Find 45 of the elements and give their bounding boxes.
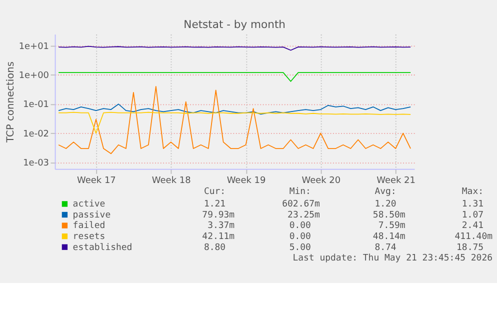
legend-label: failed <box>72 221 106 232</box>
text: 1.20 <box>374 200 396 210</box>
text: Max: <box>462 187 484 198</box>
text: 1.21 <box>204 200 226 210</box>
text: 8.74 <box>374 242 396 253</box>
text: 602.67m <box>282 200 320 210</box>
y-tick-label: 1e-03 <box>23 158 49 169</box>
text: 2.41 <box>462 221 484 232</box>
line-series <box>58 86 412 154</box>
text: 42.11m <box>202 232 235 242</box>
text: 1.31 <box>462 200 484 210</box>
text: 0.00 <box>289 221 311 232</box>
text: 411.40m <box>454 232 493 242</box>
line-series <box>58 104 412 115</box>
legend-label: resets <box>72 232 106 242</box>
x-tick-label: Week 19 <box>226 176 266 186</box>
x-tick-label: Week 17 <box>77 176 116 186</box>
y-tick-label: 1e-02 <box>23 129 49 140</box>
text: 1.07 <box>462 210 484 220</box>
y-axis-title: TCP connections <box>5 61 16 144</box>
x-tick-label: Week 21 <box>376 176 416 186</box>
text: 23.25m <box>288 210 320 220</box>
line-series <box>58 112 412 134</box>
y-tick-label: 1e-01 <box>23 100 49 110</box>
text: 5.00 <box>289 242 311 253</box>
text: 3.37m <box>208 221 235 232</box>
text: Avg: <box>374 187 396 198</box>
x-tick-label: Week 18 <box>152 176 192 186</box>
y-tick-label: 1e+00 <box>18 71 50 82</box>
text: 18.75 <box>456 242 484 253</box>
text: 48.14m <box>372 232 406 242</box>
legend-label: active <box>72 200 106 210</box>
chart-title: Netstat - by month <box>184 18 286 31</box>
y-tick-label: 1e+01 <box>18 42 49 52</box>
text: 7.59m <box>378 221 406 232</box>
text: 58.50m <box>372 210 406 220</box>
legend-label: established <box>72 242 132 253</box>
text: Min: <box>289 187 311 198</box>
text: 0.00 <box>289 232 311 242</box>
x-tick-label: Week 20 <box>302 176 341 186</box>
text: Cur: <box>204 187 226 198</box>
text: 79.93m <box>202 210 235 220</box>
legend-label: passive <box>72 210 111 220</box>
text: 8.80 <box>204 242 226 253</box>
text: Last update: Thu May 21 23:45:45 2026 <box>292 254 493 264</box>
